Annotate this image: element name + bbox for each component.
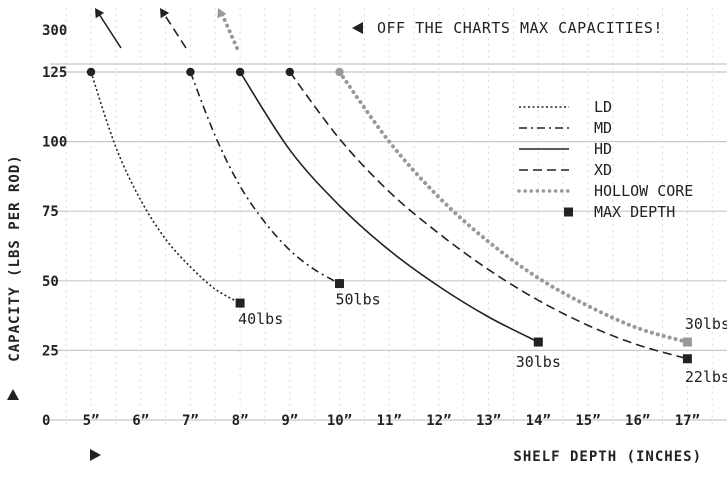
y-tick-label: 25 bbox=[42, 343, 59, 359]
series-line-md bbox=[189, 71, 340, 285]
x-tick-label: 8” bbox=[232, 413, 249, 429]
x-tick-labels: 5” 6” 7” 8” 9” 10” 11” 12” 13” 14” 15” 16” 17” bbox=[83, 413, 700, 429]
legend-max-depth-swatch bbox=[564, 207, 573, 217]
max-depth-markers: 40lbs 50lbs 30lbs 22lbs 30lbs bbox=[86, 67, 727, 386]
left-pointer-icon bbox=[352, 22, 363, 34]
legend-label: MD bbox=[594, 119, 612, 137]
x-tick-label: 12” bbox=[426, 413, 451, 429]
max-depth-label: 40lbs bbox=[238, 310, 283, 328]
x-tick-label: 14” bbox=[526, 413, 551, 429]
legend-label: HD bbox=[594, 140, 612, 158]
series-layer bbox=[90, 70, 690, 360]
x-tick-label: 13” bbox=[476, 413, 501, 429]
series-line-hd bbox=[239, 71, 539, 343]
off-chart-arrows bbox=[95, 8, 239, 50]
series-start-dot bbox=[86, 67, 96, 77]
off-chart-arrow-line bbox=[220, 12, 239, 50]
legend-label: MAX DEPTH bbox=[594, 203, 675, 221]
series-line-hollow-core bbox=[337, 70, 690, 345]
off-chart-arrowhead-icon bbox=[160, 8, 170, 19]
max-depth-label: 22lbs bbox=[685, 368, 727, 386]
max-depth-label: 30lbs bbox=[685, 315, 727, 333]
y-tick-label: 125 bbox=[42, 65, 67, 81]
max-depth-label: 50lbs bbox=[336, 291, 381, 309]
series-start-dot bbox=[335, 67, 344, 77]
series-line-ld bbox=[90, 71, 241, 304]
x-axis-label: SHELF DEPTH (INCHES) bbox=[513, 449, 702, 465]
legend: LD MD HD XD HOLLOW CORE MAX DEPTH bbox=[517, 98, 693, 221]
y-tick-labels: 0 25 50 75 100 125 300 bbox=[42, 23, 67, 429]
y-axis-label: CAPACITY (LBS PER ROD) bbox=[7, 154, 23, 361]
off-chart-arrowhead-icon bbox=[217, 8, 227, 19]
x-tick-label: 16” bbox=[625, 413, 650, 429]
x-tick-label: 7” bbox=[182, 413, 199, 429]
x-tick-label: 10” bbox=[327, 413, 352, 429]
off-chart-arrow-line bbox=[98, 13, 122, 49]
y-tick-label: 100 bbox=[42, 135, 67, 151]
series-line-xd bbox=[289, 71, 688, 360]
x-tick-label: 5” bbox=[83, 413, 100, 429]
y-tick-label: 75 bbox=[42, 204, 59, 220]
off-chart-note: OFF THE CHARTS MAX CAPACITIES! bbox=[377, 19, 663, 37]
series-start-dot bbox=[285, 67, 294, 77]
y-tick-label: 0 bbox=[42, 413, 50, 429]
max-depth-marker bbox=[335, 279, 344, 289]
max-depth-marker bbox=[235, 298, 245, 308]
x-tick-label: 9” bbox=[281, 413, 298, 429]
y-tick-label: 50 bbox=[42, 274, 59, 290]
legend-label: XD bbox=[594, 161, 612, 179]
right-arrow-icon bbox=[90, 449, 101, 461]
off-chart-arrowhead-icon bbox=[95, 8, 105, 19]
x-tick-label: 6” bbox=[132, 413, 149, 429]
x-tick-label: 17” bbox=[675, 413, 700, 429]
series-start-dot bbox=[186, 67, 195, 77]
series-start-dot bbox=[235, 67, 245, 77]
x-tick-label: 15” bbox=[575, 413, 600, 429]
legend-label: HOLLOW CORE bbox=[594, 182, 693, 200]
up-arrow-icon bbox=[7, 389, 19, 400]
max-depth-marker bbox=[533, 337, 543, 347]
max-depth-marker bbox=[682, 354, 692, 364]
legend-label: LD bbox=[594, 98, 612, 116]
max-depth-label: 30lbs bbox=[516, 353, 561, 371]
x-tick-label: 11” bbox=[377, 413, 402, 429]
y-tick-label: 300 bbox=[42, 23, 67, 39]
max-depth-marker bbox=[682, 337, 692, 347]
off-chart-arrow-line bbox=[163, 13, 187, 49]
grid bbox=[50, 8, 727, 428]
